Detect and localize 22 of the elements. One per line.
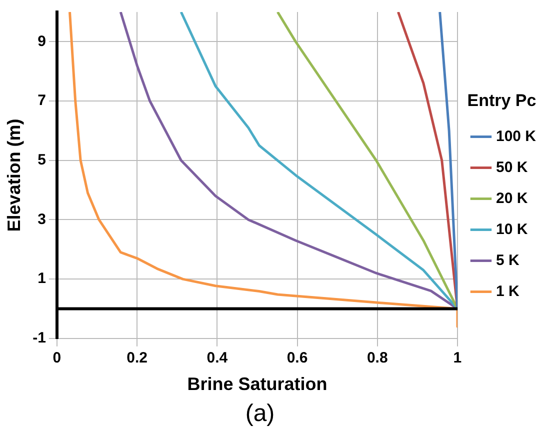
y-tick-label: -1 <box>32 330 46 347</box>
x-tick-label: 0 <box>52 350 62 367</box>
y-tick-label: 1 <box>38 270 46 288</box>
y-tick-label: 3 <box>38 210 46 228</box>
x-tick-label: 0.2 <box>126 350 148 367</box>
legend-label: 1 K <box>496 282 520 300</box>
legend-label: 20 K <box>496 190 528 207</box>
legend-label: 5 K <box>496 252 520 269</box>
x-tick-label: 1 <box>453 350 462 367</box>
x-axis-title: Brine Saturation <box>187 374 328 394</box>
x-tick-label: 0.8 <box>366 350 388 367</box>
text: (a) <box>244 400 276 428</box>
legend-label: 100 K <box>496 128 536 145</box>
y-tick-label: 9 <box>38 32 46 50</box>
x-tick-label: 0.4 <box>206 350 228 367</box>
legend-title: Entry Pc <box>467 90 536 110</box>
y-axis-title: Elevation (m) <box>4 118 24 232</box>
legend-label: 50 K <box>496 158 528 176</box>
y-tick-label: 7 <box>38 92 46 110</box>
x-tick-label: 0.6 <box>286 350 308 367</box>
legend-label: 10 K <box>496 220 528 238</box>
y-tick-label: 5 <box>38 152 46 169</box>
